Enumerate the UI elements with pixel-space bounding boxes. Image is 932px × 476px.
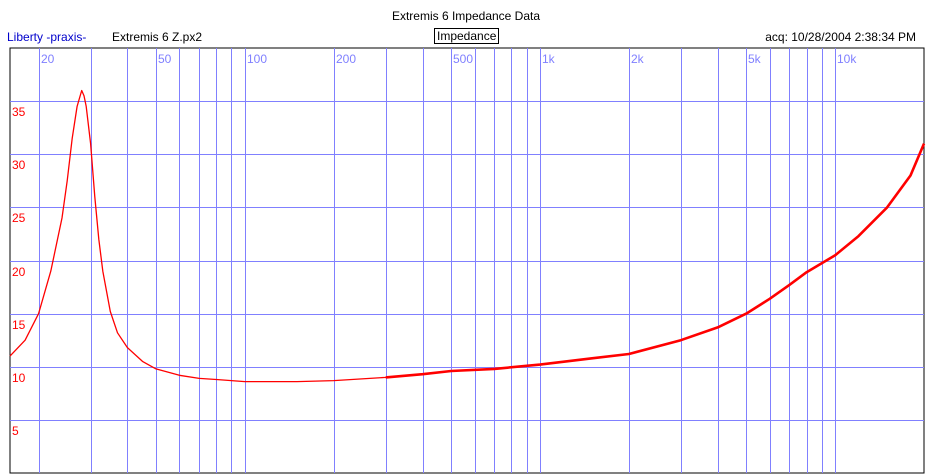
impedance-tick-labels: 35 30 25 20 15 10 5 — [12, 105, 26, 438]
frequency-tick-label: 50 — [158, 52, 172, 66]
app-label: Liberty -praxis- — [7, 30, 87, 44]
frequency-tick-label: 5k — [748, 52, 762, 66]
frequency-tick-label: 500 — [453, 52, 473, 66]
impedance-tick-label: 10 — [12, 371, 26, 385]
frequency-tick-labels: 20 50 100 200 500 1k 2k 5k 10k — [41, 52, 857, 66]
frequency-tick-label: 1k — [542, 52, 556, 66]
impedance-tick-label: 35 — [12, 105, 26, 119]
impedance-tick-label: 15 — [12, 318, 26, 332]
frequency-tick-label: 2k — [631, 52, 645, 66]
impedance-trace-group — [9, 89, 926, 383]
chart-title: Extremis 6 Impedance Data — [391, 9, 541, 23]
impedance-gridlines — [10, 101, 924, 421]
frequency-tick-label: 200 — [336, 52, 356, 66]
impedance-tick-label: 20 — [12, 265, 26, 279]
frequency-tick-label: 100 — [247, 52, 267, 66]
impedance-tick-label: 25 — [12, 211, 26, 225]
frequency-tick-label: 20 — [41, 52, 55, 66]
frequency-tick-label: 10k — [837, 52, 857, 66]
file-name: Extremis 6 Z.px2 — [112, 30, 203, 44]
frequency-gridlines — [39, 48, 836, 473]
plot-frame — [9, 47, 925, 474]
mode-tag: Impedance — [434, 28, 500, 44]
impedance-tick-label: 5 — [12, 424, 19, 438]
impedance-tick-label: 30 — [12, 158, 26, 172]
impedance-trace-hf — [385, 143, 926, 379]
acquisition-timestamp: acq: 10/28/2004 2:38:34 PM — [765, 30, 916, 44]
